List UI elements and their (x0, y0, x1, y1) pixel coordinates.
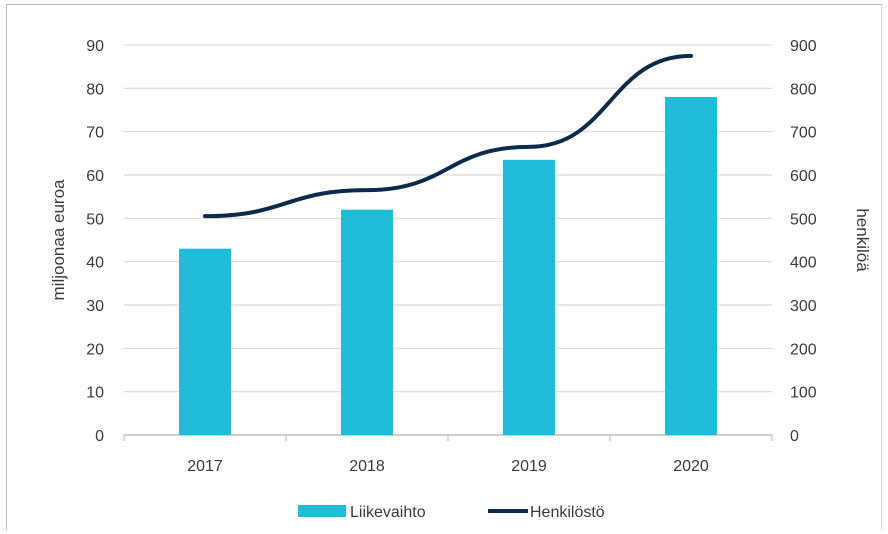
x-tick-label: 2019 (511, 458, 547, 475)
right-tick-label: 200 (790, 341, 817, 358)
line-henkilosto (203, 53, 693, 219)
bar-2019 (503, 159, 555, 436)
right-tick-label: 600 (790, 168, 817, 185)
left-tick-label: 80 (86, 81, 104, 98)
right-tick-label: 500 (790, 211, 817, 228)
left-tick-label: 70 (86, 125, 104, 142)
left-tick-label: 50 (86, 211, 104, 228)
legend-label-liikevaihto: Liikevaihto (350, 504, 426, 521)
left-tick-label: 20 (86, 341, 104, 358)
bars (179, 97, 717, 436)
right-tick-label: 700 (790, 125, 817, 142)
left-tick-label: 30 (86, 298, 104, 315)
line-series (203, 53, 693, 219)
right-tick-label: 0 (790, 428, 799, 445)
x-tick-label: 2020 (673, 458, 709, 475)
bar-2017 (179, 248, 231, 435)
right-tick-label: 400 (790, 255, 817, 272)
y-axis-title-right: henkilöä (853, 208, 872, 272)
left-tick-label: 90 (86, 38, 104, 55)
left-tick-label: 60 (86, 168, 104, 185)
y-axis-title-left: miljoonaa euroa (49, 179, 68, 301)
left-axis-ticks: 0 10 20 30 40 50 60 70 80 90 (86, 38, 104, 445)
x-tick-label: 2017 (187, 458, 223, 475)
legend: Liikevaihto Henkilöstö (298, 504, 605, 521)
left-tick-label: 0 (95, 428, 104, 445)
x-axis-ticks: 2017 2018 2019 2020 (187, 458, 709, 475)
right-axis-ticks: 0 100 200 300 400 500 600 700 800 900 (790, 38, 817, 445)
left-tick-label: 40 (86, 255, 104, 272)
right-tick-label: 800 (790, 81, 817, 98)
x-tick-label: 2018 (349, 458, 385, 475)
gridlines (123, 44, 773, 441)
legend-swatch-liikevaihto (298, 505, 346, 517)
right-tick-label: 900 (790, 38, 817, 55)
bar-2018 (341, 209, 393, 435)
right-tick-label: 100 (790, 385, 817, 402)
chart-frame (6, 4, 882, 530)
right-tick-label: 300 (790, 298, 817, 315)
left-tick-label: 10 (86, 385, 104, 402)
legend-label-henkilosto: Henkilöstö (530, 504, 605, 521)
bar-2020 (665, 97, 717, 435)
